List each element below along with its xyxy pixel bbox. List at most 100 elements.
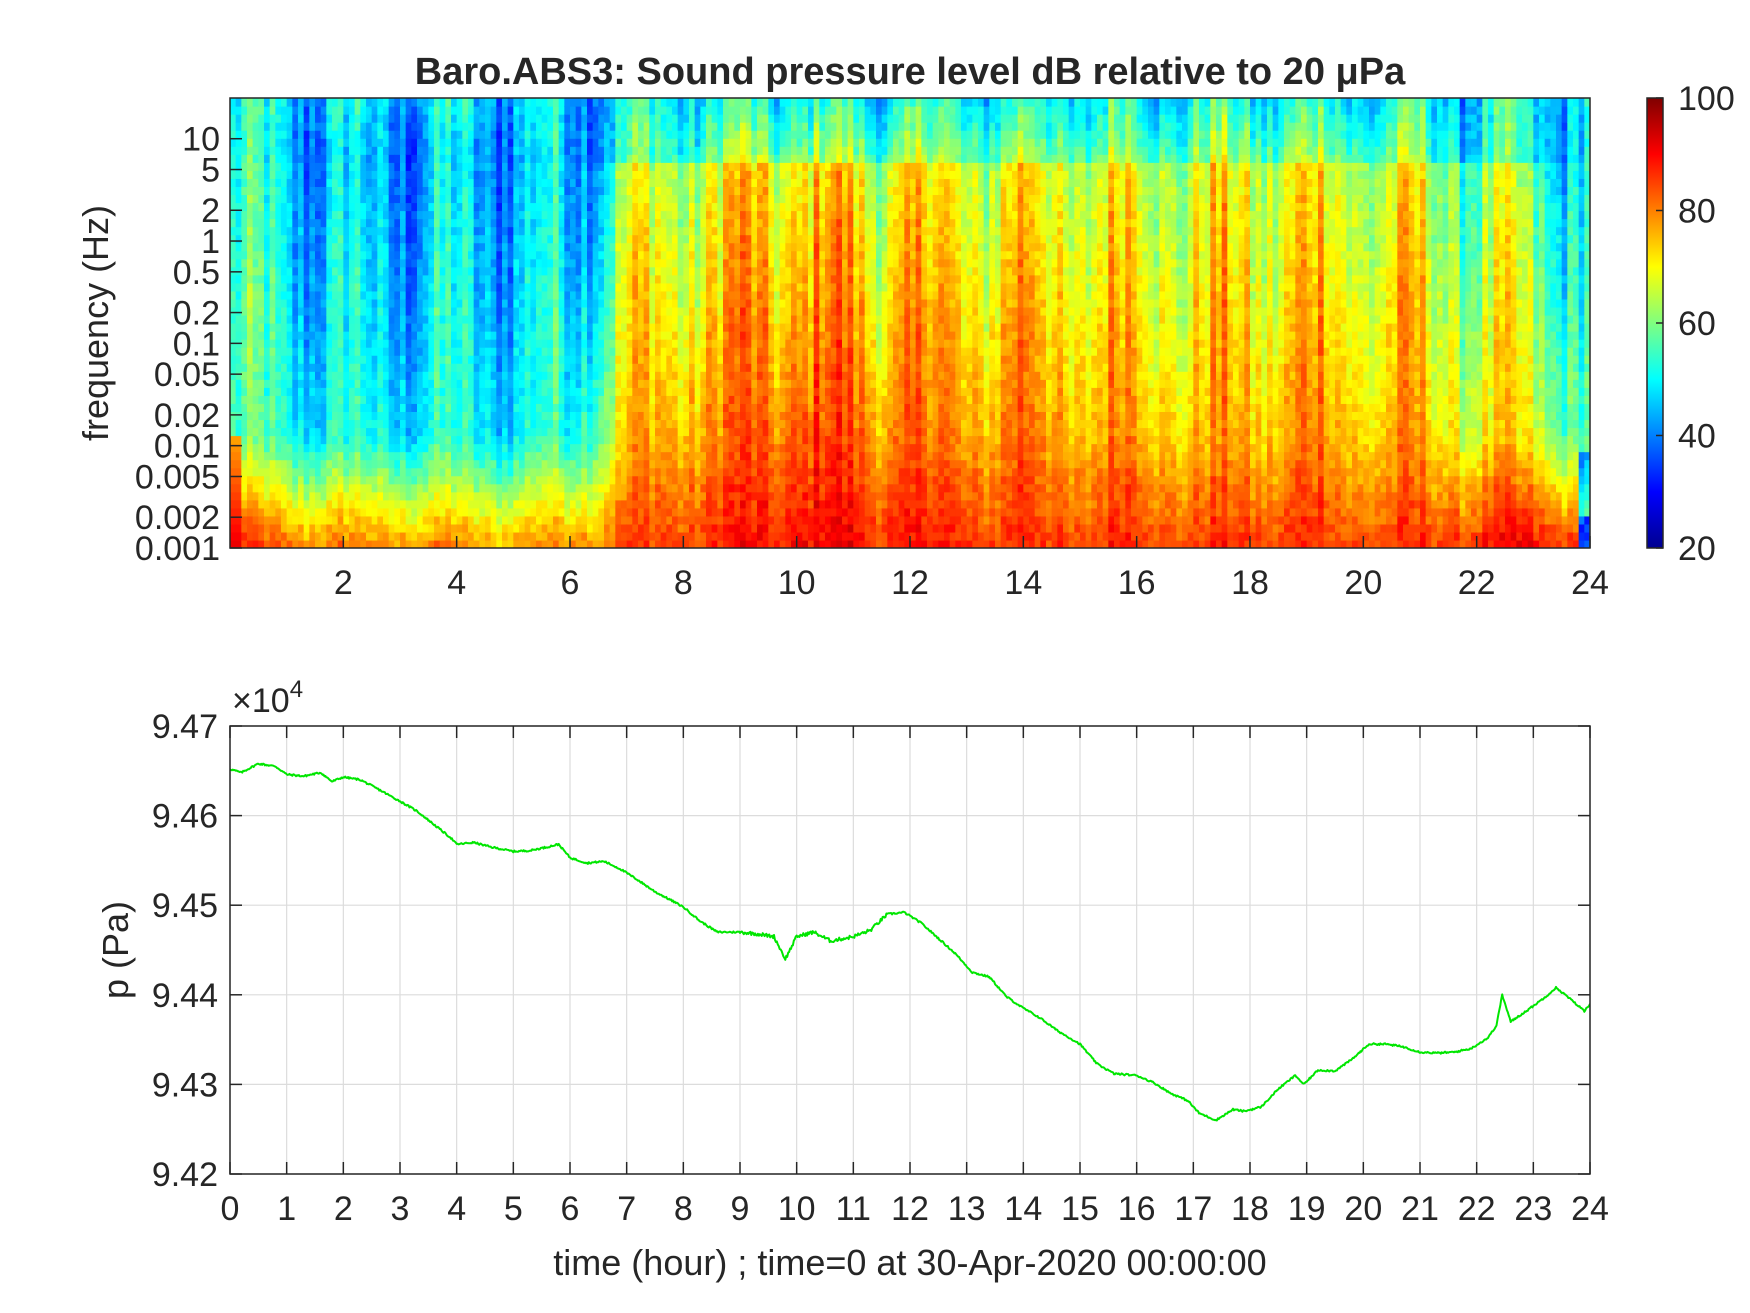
spectrogram-cell (507, 379, 514, 388)
spectrogram-cell (320, 491, 327, 501)
spectrogram-cell (258, 539, 265, 548)
spectrogram-cell (309, 475, 316, 485)
spectrogram-cell (354, 290, 361, 300)
spectrogram-cell (241, 282, 248, 292)
spectrogram-cell (462, 154, 469, 163)
spectrogram-cell (524, 234, 531, 244)
spectrogram-cell (541, 459, 548, 469)
spectrogram-cell (366, 138, 373, 147)
spectrogram-cell (689, 523, 696, 533)
spectrogram-cell (445, 539, 452, 548)
spectrogram-cell (235, 194, 242, 204)
spectrogram-cell (717, 242, 724, 252)
spectrogram-cell (411, 290, 418, 300)
spectrogram-cell (377, 395, 384, 404)
spectrogram-cell (677, 387, 684, 396)
spectrogram-cell (530, 98, 537, 107)
spectrogram-cell (230, 355, 237, 364)
spectrogram-cell (536, 194, 543, 204)
spectrogram-cell (388, 419, 395, 429)
spectrogram-cell (643, 146, 650, 155)
spectrogram-cell (689, 146, 696, 155)
spectrogram-cell (366, 459, 373, 469)
spectrogram-cell (235, 419, 242, 429)
spectrogram-cell (337, 347, 344, 356)
spectrogram-cell (377, 290, 384, 300)
spectrogram-cell (723, 154, 730, 163)
spectrogram-cell (598, 234, 605, 244)
spectrogram-cell (428, 114, 435, 123)
spectrogram-cell (553, 515, 560, 525)
spectrogram-cell (598, 242, 605, 252)
spectrogram-cell (485, 467, 492, 477)
spectrogram-cell (434, 106, 441, 115)
spectrogram-cell (349, 106, 356, 115)
spectrogram-cell (564, 130, 571, 139)
spectrogram-cell (592, 226, 599, 236)
spectrogram-cell (513, 419, 520, 429)
spectrogram-cell (252, 467, 259, 477)
spectrogram-cell (428, 491, 435, 501)
spectrogram-cell (383, 106, 390, 115)
spectrogram-cell (388, 475, 395, 485)
spectrogram-cell (456, 250, 463, 260)
spectrogram-cell (371, 395, 378, 404)
spectrogram-cell (258, 379, 265, 388)
spectrogram-cell (451, 258, 458, 268)
spectrogram-cell (468, 114, 475, 123)
spectrogram-cell (581, 306, 588, 316)
spectrogram-cell (666, 298, 673, 308)
spectrogram-cell (377, 162, 384, 171)
spectrogram-cell (462, 531, 469, 541)
spectrogram-cell (264, 194, 271, 204)
spectrogram-cell (343, 323, 350, 332)
spectrogram-cell (439, 130, 446, 139)
spectrogram-cell (519, 290, 526, 300)
spectrogram-cell (553, 194, 560, 204)
spectrogram-cell (564, 170, 571, 179)
spectrogram-cell (479, 98, 486, 107)
spectrogram-cell (411, 170, 418, 179)
spectrogram-cell (728, 483, 735, 493)
spectrogram-cell (700, 491, 707, 501)
spectrogram-cell (332, 226, 339, 236)
spectrogram-cell (422, 507, 429, 517)
spectrogram-cell (371, 218, 378, 228)
spectrogram-cell (320, 274, 327, 284)
spectrogram-cell (422, 395, 429, 404)
spectrogram-cell (298, 210, 305, 220)
spectrogram-cell (655, 186, 662, 196)
spectrogram-cell (723, 531, 730, 541)
spectrogram-cell (258, 266, 265, 276)
spectrogram-cell (502, 467, 509, 477)
spectrogram-cell (655, 339, 662, 348)
spectrogram-cell (728, 298, 735, 308)
spectrogram-cell (672, 178, 679, 187)
spectrogram-cell (468, 170, 475, 179)
spectrogram-cell (683, 202, 690, 212)
spectrogram-cell (649, 467, 656, 477)
spectrogram-cell (626, 154, 633, 163)
spectrogram-cell (264, 371, 271, 380)
spectrogram-cell (524, 282, 531, 292)
spectrogram-cell (524, 419, 531, 429)
spectrogram-cell (553, 491, 560, 501)
spectrogram-cell (349, 403, 356, 412)
spectrogram-cell (513, 210, 520, 220)
spectrogram-cell (473, 314, 480, 324)
spectrogram-cell (700, 459, 707, 469)
spectrogram-cell (292, 467, 299, 477)
spectrogram-cell (643, 339, 650, 348)
spectrogram-cell (485, 130, 492, 139)
spectrogram-cell (292, 226, 299, 236)
spectrogram-cell (700, 306, 707, 316)
spectrogram-cell (349, 419, 356, 429)
spectrogram-cell (683, 146, 690, 155)
spectrogram-cell (281, 250, 288, 260)
spectrogram-cell (394, 266, 401, 276)
spectrogram-cell (479, 515, 486, 525)
spectrogram-cell (417, 427, 424, 437)
spectrogram-cell (700, 314, 707, 324)
spectrogram-cell (332, 130, 339, 139)
spectrogram-cell (400, 210, 407, 220)
